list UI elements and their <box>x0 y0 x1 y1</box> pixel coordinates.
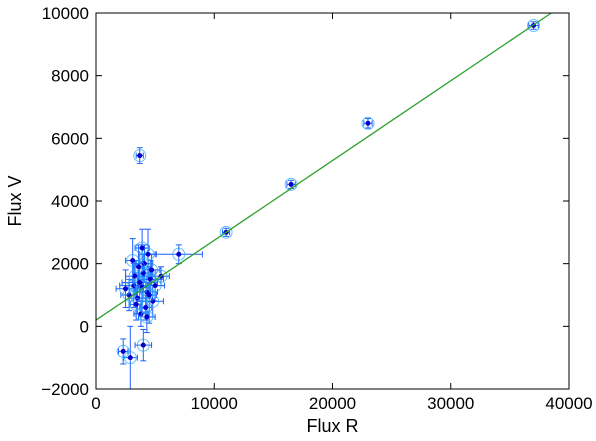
data-point <box>176 251 182 257</box>
data-point-halo <box>133 275 147 289</box>
data-point <box>147 276 153 282</box>
data-point-halo <box>129 297 143 311</box>
data-point-halo <box>142 288 156 302</box>
data-point <box>140 342 146 348</box>
data-point-halo <box>140 310 154 324</box>
data-point <box>139 245 145 251</box>
data-point <box>149 267 155 273</box>
ticks-layer: 0 10000 20000 30000 40000−200002000400060008… <box>41 4 592 413</box>
data-point <box>130 258 136 264</box>
data-point-halo <box>122 288 136 302</box>
y-tick-label: 2000 <box>51 255 89 274</box>
y-axis-label: Flux V <box>5 175 25 226</box>
data-point-halo <box>133 149 147 163</box>
data-point-halo <box>126 254 140 268</box>
x-tick-label: 20000 <box>309 394 356 413</box>
data-point-halo <box>527 19 541 33</box>
data-point-halo <box>119 282 133 296</box>
x-tick-label: 40000 <box>545 394 592 413</box>
data-point <box>137 153 143 159</box>
data-point-halo <box>139 301 153 315</box>
y-tick-label: 4000 <box>51 192 89 211</box>
data-point <box>145 251 151 257</box>
data-point <box>137 279 143 285</box>
errorbar <box>528 21 539 30</box>
y-tick-label: 8000 <box>51 67 89 86</box>
x-tick-label: 30000 <box>427 394 474 413</box>
data-point-halo <box>172 247 186 261</box>
data-point <box>123 286 129 292</box>
y-tick-label: 6000 <box>51 129 89 148</box>
data-point <box>136 264 142 270</box>
data-point <box>127 355 133 361</box>
x-tick-label: 0 <box>91 394 100 413</box>
data-point-halo <box>135 241 149 255</box>
points-layer <box>116 19 541 365</box>
data-point-halo <box>145 263 159 277</box>
data-point-halo <box>116 344 130 358</box>
data-point <box>152 283 158 289</box>
data-point <box>140 270 146 276</box>
x-axis-label: Flux R <box>306 416 358 436</box>
data-point <box>120 348 126 354</box>
data-point-halo <box>219 225 233 239</box>
data-point <box>146 292 152 298</box>
data-point <box>288 181 294 187</box>
y-tick-label: −2000 <box>41 380 89 399</box>
y-tick-label: 0 <box>80 317 89 336</box>
data-point <box>365 120 371 126</box>
data-point <box>132 273 138 279</box>
plot-area <box>96 13 569 389</box>
fit-line <box>95 12 552 321</box>
data-point <box>144 314 150 320</box>
data-point <box>143 305 149 311</box>
data-point-halo <box>136 338 150 352</box>
data-point <box>133 301 139 307</box>
data-point-halo <box>361 116 375 130</box>
x-tick-label: 10000 <box>191 394 238 413</box>
y-tick-label: 10000 <box>42 4 89 23</box>
